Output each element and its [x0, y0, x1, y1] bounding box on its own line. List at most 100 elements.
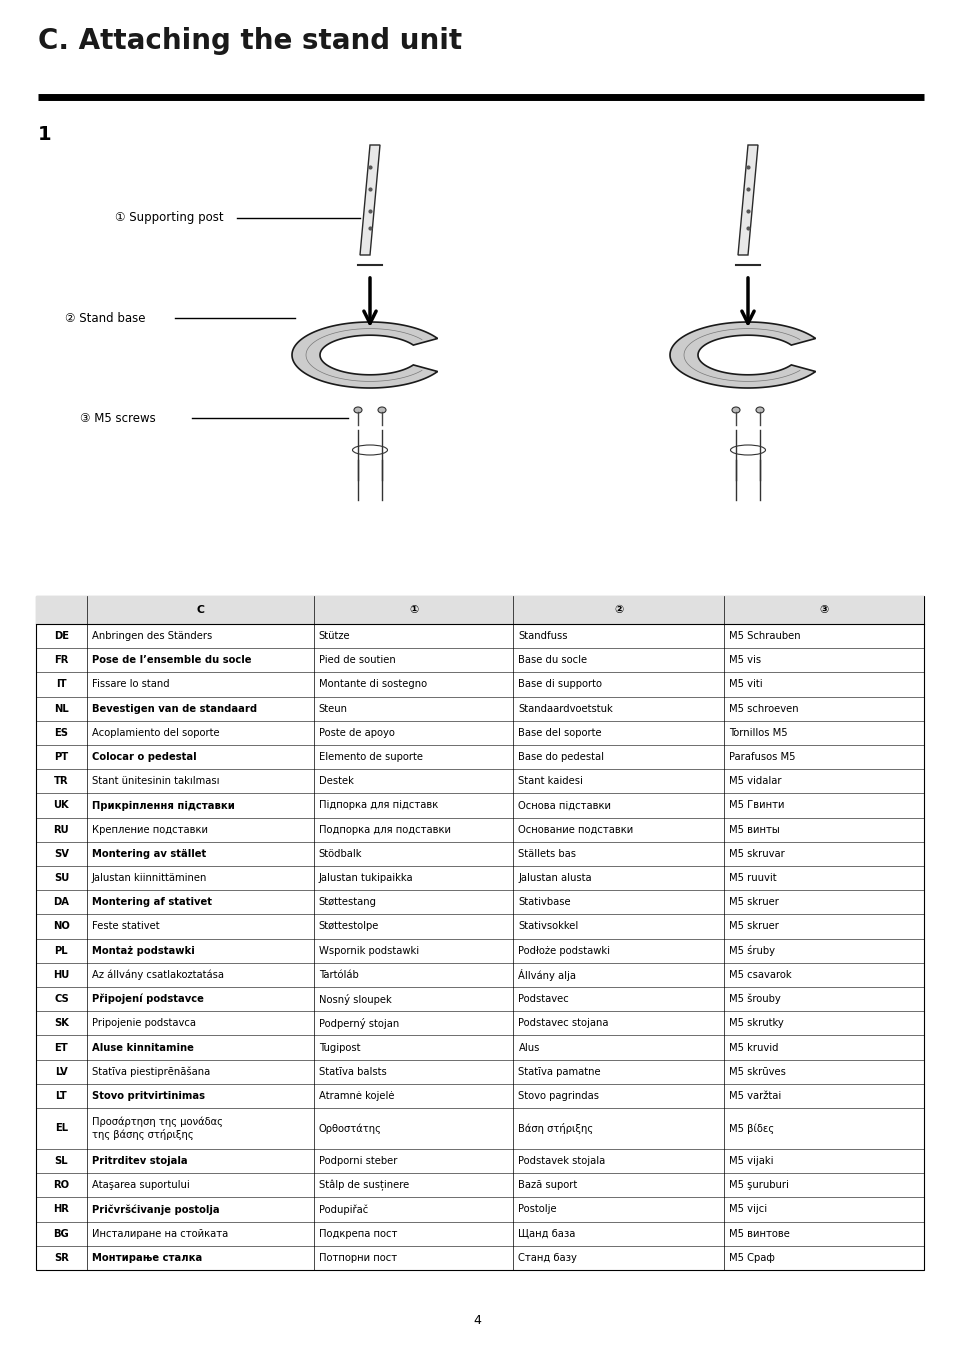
Text: Ataşarea suportului: Ataşarea suportului [91, 1181, 190, 1190]
Text: RO: RO [53, 1181, 70, 1190]
Text: Pripojenie podstavca: Pripojenie podstavca [91, 1018, 195, 1028]
Ellipse shape [352, 445, 387, 455]
Text: EL: EL [54, 1124, 68, 1133]
Text: Montaż podstawki: Montaż podstawki [91, 945, 194, 956]
Text: Acoplamiento del soporte: Acoplamiento del soporte [91, 728, 219, 738]
Text: Statīva pamatne: Statīva pamatne [517, 1067, 600, 1076]
Text: Pose de l’ensemble du socle: Pose de l’ensemble du socle [91, 655, 251, 665]
Text: SR: SR [54, 1252, 69, 1263]
Text: Крепление подставки: Крепление подставки [91, 825, 208, 834]
Text: C. Attaching the stand unit: C. Attaching the stand unit [38, 27, 461, 56]
Text: Инсталиране на стойката: Инсталиране на стойката [91, 1228, 228, 1239]
Text: Állvány alja: Állvány alja [517, 969, 576, 980]
Text: LT: LT [55, 1091, 68, 1101]
Text: Destek: Destek [318, 776, 354, 787]
Text: Stativbase: Stativbase [517, 898, 571, 907]
Text: Alus: Alus [517, 1043, 539, 1052]
Text: Podstavec: Podstavec [517, 994, 569, 1005]
Text: ①: ① [409, 605, 417, 615]
Ellipse shape [731, 408, 740, 413]
Text: Base del soporte: Base del soporte [517, 728, 601, 738]
Text: M5 skruer: M5 skruer [728, 922, 779, 932]
Text: M5 kruvid: M5 kruvid [728, 1043, 778, 1052]
Text: C: C [196, 605, 204, 615]
Text: CS: CS [54, 994, 69, 1005]
Text: Станд базу: Станд базу [517, 1252, 577, 1263]
Text: Anbringen des Ständers: Anbringen des Ständers [91, 631, 212, 640]
Text: ② Stand base: ② Stand base [65, 311, 146, 325]
Text: Προσάρτηση της μονάδας
της βάσης στήριξης: Προσάρτηση της μονάδας της βάσης στήριξη… [91, 1117, 222, 1140]
Text: SV: SV [53, 849, 69, 858]
Polygon shape [292, 322, 437, 389]
Text: Stovo pritvirtinimas: Stovo pritvirtinimas [91, 1091, 205, 1101]
Text: HU: HU [53, 969, 70, 980]
Text: Монтирање сталка: Монтирање сталка [91, 1252, 202, 1263]
Text: Aluse kinnitamine: Aluse kinnitamine [91, 1043, 193, 1052]
Text: Parafusos M5: Parafusos M5 [728, 751, 795, 762]
Text: Прикріплення підставки: Прикріплення підставки [91, 800, 234, 811]
Text: Colocar o pedestal: Colocar o pedestal [91, 751, 196, 762]
Text: Atramnė kojelė: Atramnė kojelė [318, 1091, 394, 1101]
Text: ES: ES [54, 728, 69, 738]
Text: UK: UK [53, 800, 70, 811]
Bar [36, 596, 923, 1270]
Text: Щанд база: Щанд база [517, 1228, 576, 1239]
Text: Podłoże podstawki: Podłoże podstawki [517, 945, 610, 956]
Text: Tartóláb: Tartóláb [318, 969, 358, 980]
Bar [36, 596, 923, 624]
Text: BG: BG [53, 1228, 70, 1239]
Text: Nosný sloupek: Nosný sloupek [318, 994, 391, 1005]
Text: M5 schroeven: M5 schroeven [728, 704, 798, 714]
Text: Standfuss: Standfuss [517, 631, 567, 640]
Text: Jalustan kiinnittäminen: Jalustan kiinnittäminen [91, 873, 207, 883]
Text: Jalustan alusta: Jalustan alusta [517, 873, 592, 883]
Text: Feste stativet: Feste stativet [91, 922, 159, 932]
Text: Podstavec stojana: Podstavec stojana [517, 1018, 608, 1028]
Text: Bevestigen van de standaard: Bevestigen van de standaard [91, 704, 256, 714]
Text: M5 vis: M5 vis [728, 655, 760, 665]
Text: SK: SK [54, 1018, 69, 1028]
Text: Montering av stället: Montering av stället [91, 849, 206, 858]
Text: SU: SU [53, 873, 69, 883]
Text: Tornillos M5: Tornillos M5 [728, 728, 787, 738]
Text: LV: LV [55, 1067, 68, 1076]
Text: Statīva balsts: Statīva balsts [318, 1067, 386, 1076]
Text: Потпорни пост: Потпорни пост [318, 1252, 396, 1263]
Text: M5 Schrauben: M5 Schrauben [728, 631, 800, 640]
Text: ET: ET [54, 1043, 69, 1052]
Text: M5 vijci: M5 vijci [728, 1205, 766, 1215]
Text: Підпорка для підставк: Підпорка для підставк [318, 800, 437, 811]
Text: Montering af stativet: Montering af stativet [91, 898, 212, 907]
Text: M5 skrutky: M5 skrutky [728, 1018, 783, 1028]
Text: TR: TR [54, 776, 69, 787]
Text: SL: SL [54, 1156, 68, 1166]
Text: M5 šrouby: M5 šrouby [728, 994, 781, 1005]
Polygon shape [669, 322, 815, 389]
Text: DA: DA [53, 898, 70, 907]
Text: 4: 4 [473, 1313, 480, 1327]
Text: Standaardvoetstuk: Standaardvoetstuk [517, 704, 613, 714]
Text: Ορθοστάτης: Ορθοστάτης [318, 1124, 381, 1133]
Text: M5 csavarok: M5 csavarok [728, 969, 791, 980]
Text: M5 Сраф: M5 Сраф [728, 1252, 774, 1263]
Text: Az állvány csatlakoztatása: Az állvány csatlakoztatása [91, 969, 224, 980]
Text: Stant kaidesi: Stant kaidesi [517, 776, 582, 787]
Text: Pritrditev stojala: Pritrditev stojala [91, 1156, 187, 1166]
Text: Подкрепа пост: Подкрепа пост [318, 1228, 396, 1239]
Text: Podporni steber: Podporni steber [318, 1156, 396, 1166]
Ellipse shape [377, 408, 386, 413]
Text: 1: 1 [38, 125, 51, 144]
Text: Fissare lo stand: Fissare lo stand [91, 680, 170, 689]
Text: Steun: Steun [318, 704, 347, 714]
Text: Podperný stojan: Podperný stojan [318, 1018, 398, 1029]
Text: Støttestolpe: Støttestolpe [318, 922, 378, 932]
Ellipse shape [730, 445, 764, 455]
Text: M5 ruuvit: M5 ruuvit [728, 873, 776, 883]
Text: M5 vidalar: M5 vidalar [728, 776, 781, 787]
Text: FR: FR [54, 655, 69, 665]
Ellipse shape [755, 408, 763, 413]
Text: M5 skruer: M5 skruer [728, 898, 779, 907]
Text: HR: HR [53, 1205, 70, 1215]
Text: Montante di sostegno: Montante di sostegno [318, 680, 426, 689]
Text: M5 Гвинти: M5 Гвинти [728, 800, 783, 811]
